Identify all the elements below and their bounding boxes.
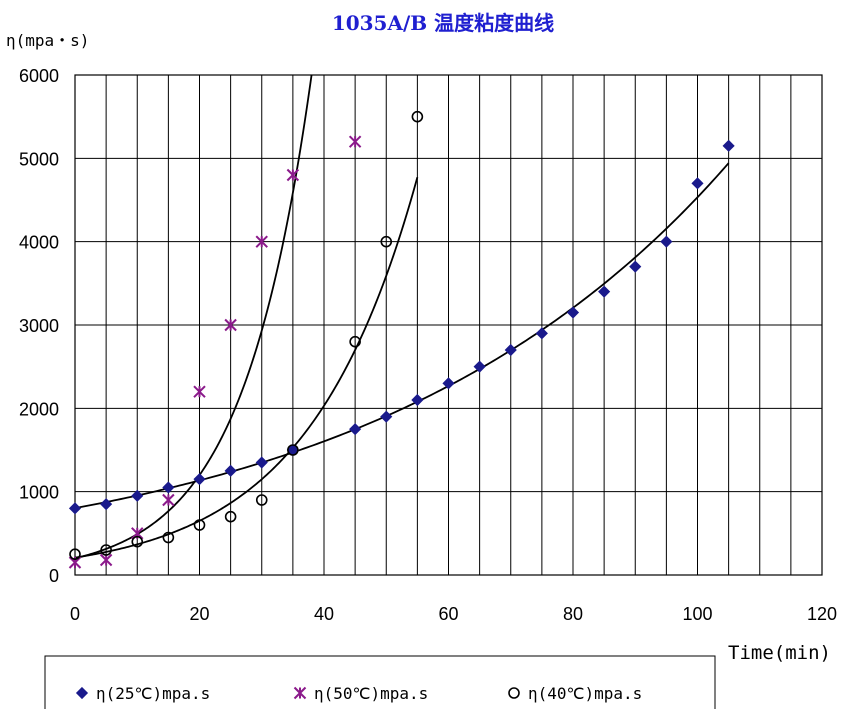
y-tick-label: 1000 xyxy=(19,483,59,503)
x-tick-label: 0 xyxy=(70,604,80,624)
y-tick-label: 2000 xyxy=(19,399,59,419)
plot-frame xyxy=(74,74,823,576)
x-tick-label: 20 xyxy=(189,604,209,624)
data-point-diamond xyxy=(255,456,268,469)
y-tick-label: 4000 xyxy=(19,233,59,253)
data-point-asterisk xyxy=(286,168,300,182)
y-axis-label: η(mpa・s) xyxy=(6,31,89,50)
data-point-diamond xyxy=(411,393,424,407)
y-tick-label: 5000 xyxy=(19,149,59,169)
data-point-circle xyxy=(380,235,393,248)
data-point-circle xyxy=(162,531,175,544)
trendline xyxy=(75,162,730,510)
x-tick-label: 60 xyxy=(438,604,458,624)
data-point-diamond xyxy=(162,481,175,494)
trendlines xyxy=(75,75,730,560)
data-point-diamond xyxy=(193,473,206,486)
legend-label: η(50℃)mpa.s xyxy=(314,684,428,703)
data-point-circle xyxy=(131,535,144,548)
data-point-diamond xyxy=(75,686,89,700)
data-point-diamond xyxy=(349,423,362,436)
data-point-circle xyxy=(100,544,112,556)
y-tick-label: 3000 xyxy=(19,316,59,336)
data-point-asterisk xyxy=(255,235,268,248)
data-point-diamond xyxy=(598,285,611,298)
x-tick-label: 80 xyxy=(563,604,583,624)
x-tick-label: 100 xyxy=(682,604,712,624)
data-point-asterisk xyxy=(348,135,362,148)
data-point-diamond xyxy=(629,260,642,273)
trendline xyxy=(75,176,419,559)
data-point-diamond xyxy=(380,410,393,423)
data-point-circle xyxy=(349,335,361,348)
y-tick-label: 6000 xyxy=(19,66,59,86)
data-point-circle xyxy=(224,510,237,523)
data-point-circle xyxy=(69,548,81,560)
grid xyxy=(74,74,823,576)
legend-box xyxy=(44,655,716,709)
data-point-circle xyxy=(411,110,424,123)
x-tick-label: 40 xyxy=(314,604,334,624)
data-point-diamond xyxy=(473,360,486,373)
chart-title: 1035A/B 温度粘度曲线 xyxy=(332,11,554,35)
data-point-circle xyxy=(287,444,299,456)
data-point-circle xyxy=(193,519,206,531)
legend: η(25℃)mpa.s η(50℃)mpa.s η(40℃)mpa.s xyxy=(44,655,716,709)
data-point-asterisk xyxy=(162,493,175,507)
data-point-diamond xyxy=(68,502,82,515)
data-point-diamond xyxy=(504,343,517,357)
data-point-diamond xyxy=(131,489,144,502)
data-point-diamond xyxy=(660,235,673,248)
x-axis-label: Time(min) xyxy=(728,642,831,664)
data-point-diamond xyxy=(535,327,548,340)
data-point-diamond xyxy=(442,377,455,390)
data-point-diamond xyxy=(224,464,237,477)
data-point-diamond xyxy=(566,306,580,319)
x-tick-label: 120 xyxy=(807,604,837,624)
data-point-asterisk xyxy=(193,385,206,398)
data-point-asterisk xyxy=(293,686,307,700)
trendline xyxy=(75,75,313,560)
data-point-circle xyxy=(255,494,268,506)
data-point-diamond xyxy=(722,139,735,152)
y-tick-label: 0 xyxy=(49,566,59,586)
tick-labels: 0 1000 2000 3000 4000 5000 6000 0 20 40 60 80 100 120 xyxy=(19,66,837,624)
data-point-asterisk xyxy=(99,553,113,567)
data-point-asterisk xyxy=(224,318,237,332)
data-points xyxy=(68,110,735,569)
data-point-diamond xyxy=(100,498,113,511)
data-point-diamond xyxy=(691,177,704,190)
legend-label: η(25℃)mpa.s xyxy=(96,684,210,703)
data-point-circle xyxy=(508,687,520,699)
legend-label: η(40℃)mpa.s xyxy=(528,684,642,703)
